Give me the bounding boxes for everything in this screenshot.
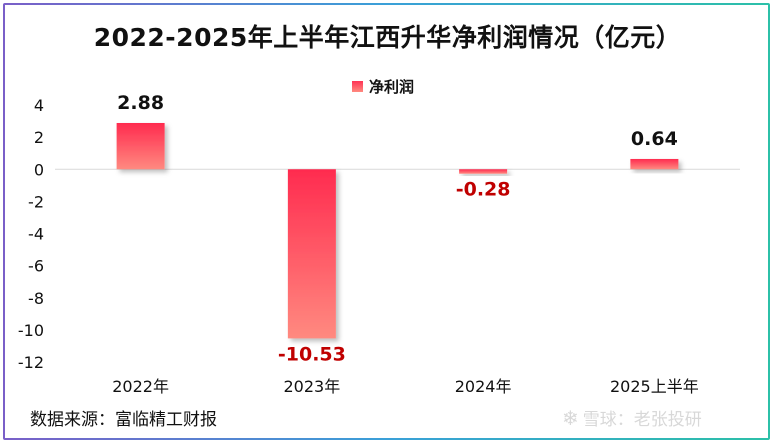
snowball-icon: ❄ xyxy=(562,405,579,430)
y-tick-label: -8 xyxy=(28,289,44,308)
y-tick-label: -6 xyxy=(28,257,44,276)
y-tick-label: -4 xyxy=(28,225,44,244)
x-tick-label: 2025上半年 xyxy=(610,377,699,396)
y-tick-label: 0 xyxy=(34,160,44,179)
bar xyxy=(630,158,679,170)
chart-frame xyxy=(3,3,770,440)
data-label: 0.64 xyxy=(631,128,678,150)
x-tick-label: 2023年 xyxy=(284,377,341,396)
y-tick-label: 4 xyxy=(34,96,44,115)
source-note: 数据来源：富临精工财报 xyxy=(30,410,217,430)
y-tick-label: -10 xyxy=(18,321,44,340)
legend: 净利润 xyxy=(352,76,414,97)
bar xyxy=(287,169,336,339)
x-tick-label: 2022年 xyxy=(112,377,169,396)
legend-label: 净利润 xyxy=(369,78,415,96)
x-axis: 2022年 2023年 2024年 2025上半年 xyxy=(112,377,698,396)
y-tick-label: -2 xyxy=(28,192,44,211)
watermark: ❄ 雪球：老张投研 xyxy=(562,405,702,431)
watermark-text: 雪球：老张投研 xyxy=(582,410,702,430)
y-axis: 4 2 0 -2 -4 -6 -8 -10 -12 xyxy=(18,96,44,372)
y-tick-label: -12 xyxy=(18,353,44,372)
data-labels-group: 2.88 -10.53 -0.28 0.64 xyxy=(117,92,678,365)
data-label: -10.53 xyxy=(278,343,346,365)
bar xyxy=(459,169,508,174)
y-tick-label: 2 xyxy=(34,128,44,147)
data-label: -0.28 xyxy=(456,179,511,201)
legend-swatch xyxy=(352,81,363,92)
data-label: 2.88 xyxy=(117,92,164,114)
chart-title: 2022-2025年上半年江西升华净利润情况（亿元） xyxy=(93,23,682,52)
bars-group xyxy=(116,122,679,339)
x-tick-label: 2024年 xyxy=(455,377,512,396)
bar xyxy=(116,122,165,170)
